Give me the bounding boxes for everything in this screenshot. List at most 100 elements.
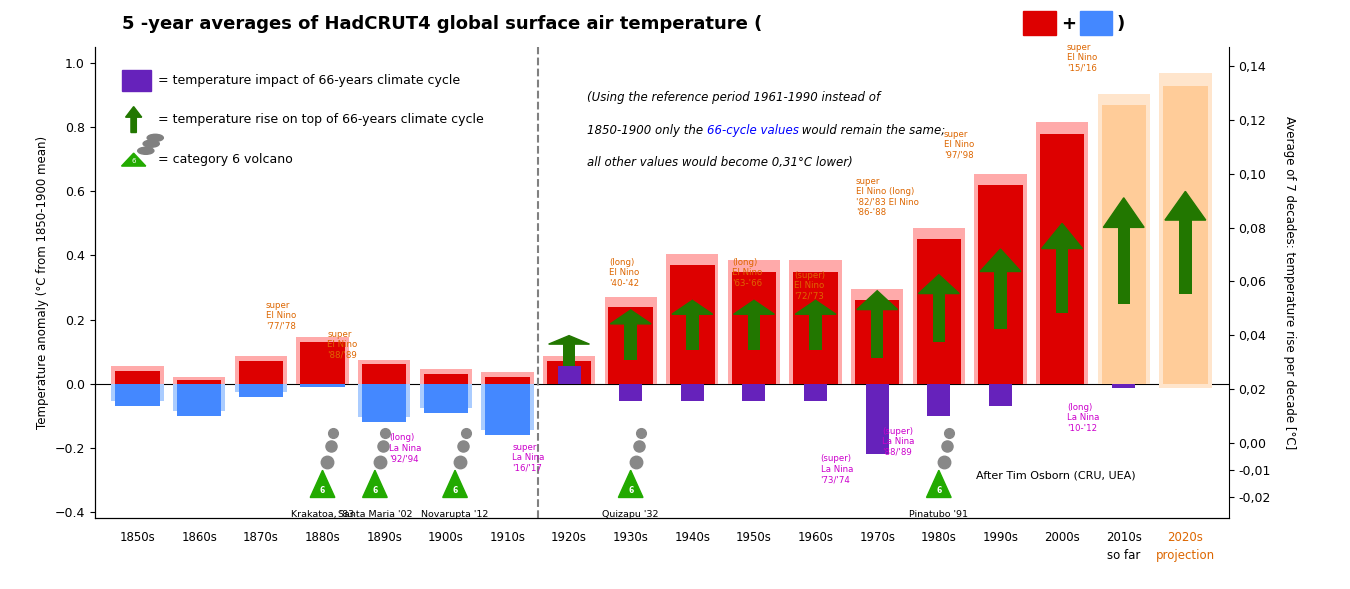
Text: 1850-1900 only the: 1850-1900 only the (587, 124, 707, 137)
Text: super
El Nino
'88/'89: super El Nino '88/'89 (328, 330, 358, 360)
Polygon shape (618, 470, 643, 498)
Bar (680, 383, 703, 401)
Text: projection: projection (1156, 549, 1215, 562)
Text: 1900s: 1900s (428, 531, 464, 544)
Text: 6: 6 (373, 486, 378, 495)
Bar (979, 185, 1023, 383)
Polygon shape (918, 274, 960, 293)
Bar (1164, 85, 1207, 383)
Bar (547, 361, 591, 383)
Text: = temperature rise on top of 66-years climate cycle: = temperature rise on top of 66-years cl… (158, 113, 483, 126)
Text: 1990s: 1990s (983, 531, 1018, 544)
Text: 2010s: 2010s (1106, 531, 1142, 544)
Text: 2000s: 2000s (1044, 531, 1080, 544)
Polygon shape (672, 300, 713, 315)
Bar (810, 315, 822, 350)
Bar (173, 383, 225, 411)
Bar (1179, 220, 1192, 294)
Bar (990, 383, 1012, 406)
Text: (long)
El Nino
'63-'66: (long) El Nino '63-'66 (733, 258, 763, 287)
Text: super
El Nino
'77/'78: super El Nino '77/'78 (266, 301, 296, 331)
Text: = category 6 volcano: = category 6 volcano (158, 153, 293, 166)
Bar (485, 383, 529, 435)
Bar (563, 344, 575, 366)
Text: (long)
El Nino
'40-'42: (long) El Nino '40-'42 (609, 258, 640, 287)
Bar (173, 378, 225, 383)
Bar (485, 378, 529, 383)
Bar (605, 297, 657, 383)
Bar (686, 315, 698, 350)
Bar (112, 366, 163, 383)
Polygon shape (610, 310, 651, 324)
Text: 2020s: 2020s (1168, 531, 1203, 544)
Y-axis label: Temperature anomaly (°C from 1850-1900 mean): Temperature anomaly (°C from 1850-1900 m… (36, 136, 49, 429)
Bar (558, 366, 580, 383)
Polygon shape (1042, 223, 1083, 249)
Bar (235, 356, 288, 383)
Bar (666, 254, 718, 383)
Bar (424, 383, 468, 412)
Bar (1040, 134, 1084, 383)
Bar (362, 383, 406, 422)
Bar (543, 356, 595, 383)
Text: 6: 6 (131, 158, 136, 164)
Bar (850, 289, 903, 383)
Bar (609, 307, 653, 383)
Polygon shape (1165, 191, 1206, 220)
Text: super
El Nino (long)
'82/'83 El Nino
'86-'88: super El Nino (long) '82/'83 El Nino '86… (856, 177, 918, 217)
Polygon shape (1103, 198, 1145, 227)
Text: (super)
La Nina
'73/'74: (super) La Nina '73/'74 (821, 454, 853, 484)
Bar (300, 342, 344, 383)
Text: 1940s: 1940s (674, 531, 710, 544)
Bar (1098, 94, 1150, 383)
Bar (177, 380, 221, 383)
Bar (620, 383, 643, 401)
Text: 1860s: 1860s (181, 531, 217, 544)
Text: Pinatubo '91: Pinatubo '91 (910, 509, 968, 519)
Text: super
El Nino
'15/'16: super El Nino '15/'16 (1066, 43, 1098, 73)
Bar (358, 383, 410, 418)
Bar (424, 374, 468, 383)
Text: Santa Maria '02: Santa Maria '02 (338, 509, 412, 519)
Text: 1980s: 1980s (921, 531, 957, 544)
Bar (297, 337, 348, 383)
Text: 6: 6 (320, 486, 325, 495)
Text: 1890s: 1890s (366, 531, 402, 544)
Bar (1112, 383, 1135, 389)
Text: 1880s: 1880s (305, 531, 340, 544)
Polygon shape (980, 249, 1021, 272)
Text: 1930s: 1930s (613, 531, 648, 544)
Bar (1160, 79, 1211, 383)
Bar (362, 365, 406, 383)
Text: 66-cycle values: 66-cycle values (707, 124, 799, 137)
Text: ): ) (1116, 15, 1125, 33)
Bar (625, 324, 637, 360)
Bar (1160, 73, 1211, 383)
Text: 1920s: 1920s (551, 531, 587, 544)
Text: 6: 6 (936, 486, 941, 495)
Bar (917, 240, 961, 383)
Bar (116, 383, 159, 406)
Bar (728, 260, 780, 383)
Bar (794, 272, 838, 383)
Bar (420, 383, 472, 408)
Text: 1950s: 1950s (736, 531, 772, 544)
Bar (112, 383, 163, 401)
Bar (913, 228, 965, 383)
Bar (481, 383, 533, 430)
Polygon shape (857, 291, 898, 310)
Polygon shape (926, 470, 952, 498)
Bar (300, 383, 344, 387)
Bar (790, 260, 842, 383)
Text: (long)
La Nina
'10-'12: (long) La Nina '10-'12 (1066, 403, 1099, 433)
Text: (Using the reference period 1961-1990 instead of: (Using the reference period 1961-1990 in… (587, 91, 880, 104)
Text: After Tim Osborn (CRU, UEA): After Tim Osborn (CRU, UEA) (976, 470, 1135, 480)
Y-axis label: Average of 7 decades: temperature rise per decade [°C]: Average of 7 decades: temperature rise p… (1282, 116, 1296, 449)
Polygon shape (443, 470, 467, 498)
Bar (1056, 249, 1068, 313)
Text: (super)
La Nina
'88/'89: (super) La Nina '88/'89 (882, 427, 914, 456)
Bar (239, 383, 284, 396)
Bar (748, 315, 760, 350)
Bar (871, 310, 883, 358)
Text: so far: so far (1107, 549, 1141, 562)
